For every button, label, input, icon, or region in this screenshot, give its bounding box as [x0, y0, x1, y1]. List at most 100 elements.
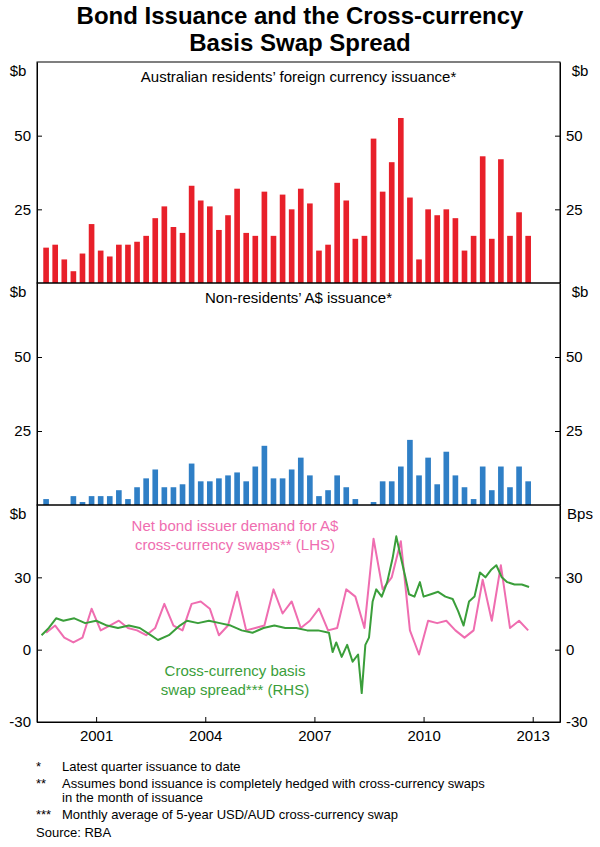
footnote-mark: *** — [36, 807, 51, 822]
bar — [307, 475, 313, 505]
y-tick: -30 — [9, 713, 42, 730]
y-axis-label: $b — [10, 505, 27, 522]
footnote-text: Monthly average of 5-year USD/AUD cross-… — [62, 807, 398, 822]
y2-tick-mark — [555, 136, 560, 137]
x-tick-label: 2010 — [407, 727, 440, 744]
y2-axis-line — [560, 63, 561, 284]
bar — [471, 499, 477, 505]
series-label-line: Net bond issuer demand for A$ — [132, 517, 339, 534]
bar — [516, 467, 522, 505]
bar — [489, 239, 495, 283]
panel-1: Non-residents’ A$ issuance*$b$b25502550 — [10, 283, 589, 506]
bar — [52, 245, 58, 283]
bar — [434, 215, 440, 283]
bar — [216, 478, 222, 505]
bar — [425, 458, 431, 505]
y2-axis-label: Bps — [567, 505, 593, 522]
bar — [416, 475, 422, 505]
bar — [152, 469, 158, 505]
x-tick-label: 2007 — [298, 727, 331, 744]
bar — [180, 233, 186, 283]
y-axis: 2550 — [14, 63, 42, 284]
panel-0: Australian residents’ foreign currency i… — [10, 62, 589, 284]
bar — [334, 183, 340, 283]
bar — [98, 496, 104, 505]
bar — [525, 481, 531, 505]
bar — [152, 218, 158, 283]
y2-tick: 50 — [555, 348, 583, 365]
bar — [325, 245, 331, 283]
y2-axis-label: $b — [572, 62, 589, 79]
bar — [216, 230, 222, 283]
x-tick-mark — [424, 717, 425, 722]
bar — [398, 467, 404, 505]
y-tick-label: 50 — [14, 348, 31, 365]
bar — [343, 200, 349, 283]
bar — [480, 156, 486, 283]
bar — [462, 487, 468, 505]
y-tick-label: 30 — [14, 569, 31, 586]
plot-frame — [37, 62, 560, 283]
bar — [262, 446, 268, 505]
bar — [252, 467, 258, 505]
x-tick-label: 2013 — [517, 727, 550, 744]
bar — [316, 251, 322, 283]
bar — [507, 487, 513, 505]
footnote-mark: ** — [36, 776, 46, 791]
y2-tick-mark — [555, 357, 560, 358]
bar — [298, 458, 304, 505]
bar — [143, 236, 149, 283]
bar — [225, 215, 231, 283]
bar — [171, 227, 177, 283]
y-tick-mark — [37, 577, 42, 578]
bar — [343, 487, 349, 505]
bar — [425, 209, 431, 283]
x-tick-mark — [96, 717, 97, 722]
bar — [434, 484, 440, 505]
bar — [80, 254, 86, 283]
bar — [243, 233, 249, 283]
bar — [189, 464, 195, 505]
bar — [507, 236, 513, 283]
footnote-text: Latest quarter issuance to date — [62, 759, 241, 774]
bar — [61, 259, 67, 283]
y-axis-label: $b — [10, 283, 27, 300]
panel-title: Non-residents’ A$ issuance* — [205, 289, 392, 306]
bar — [453, 475, 459, 505]
series-label-line: swap spread*** (RHS) — [161, 681, 309, 698]
title: Bond Issuance and the Cross-currency — [77, 2, 524, 29]
panel-title: Australian residents’ foreign currency i… — [141, 68, 457, 85]
plot-area — [42, 536, 530, 693]
plot-frame — [37, 283, 560, 505]
x-axis-line — [38, 722, 561, 723]
bar — [498, 467, 504, 505]
x-tick-mark — [205, 717, 206, 722]
series-label: Cross-currency basisswap spread*** (RHS) — [161, 662, 309, 698]
bar — [98, 251, 104, 283]
y-axis: -30030 — [9, 506, 42, 731]
y-tick-mark — [37, 209, 42, 210]
bar — [89, 224, 95, 283]
chart-root: Bond Issuance and the Cross-currencyBasi… — [0, 0, 600, 847]
y-axis-line — [37, 284, 38, 506]
bar — [43, 248, 49, 283]
y2-axis-line — [560, 506, 561, 723]
x-tick: 2007 — [298, 717, 331, 744]
y2-axis-label: $b — [572, 283, 589, 300]
bar — [280, 195, 286, 283]
y2-tick-label: 0 — [566, 641, 574, 658]
bar — [198, 200, 204, 283]
footnote-text: Assumes bond issuance is completely hedg… — [62, 776, 485, 791]
plot-frame — [37, 505, 560, 722]
bar — [280, 478, 286, 505]
bar — [407, 198, 413, 283]
y2-tick: 30 — [555, 569, 583, 586]
x-tick: 2010 — [407, 717, 440, 744]
bar — [334, 475, 340, 505]
bar — [516, 212, 522, 283]
y2-tick-label: 30 — [566, 569, 583, 586]
y2-tick-mark — [555, 209, 560, 210]
bar — [407, 440, 413, 505]
bar — [43, 499, 49, 505]
bar — [162, 487, 168, 505]
